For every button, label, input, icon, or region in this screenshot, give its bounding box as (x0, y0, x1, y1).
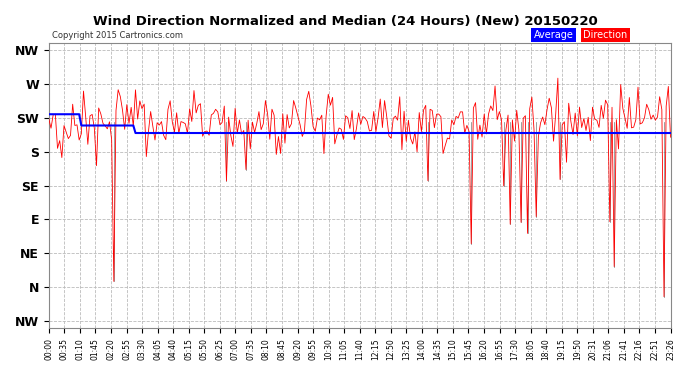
Text: Copyright 2015 Cartronics.com: Copyright 2015 Cartronics.com (52, 31, 183, 40)
Text: Wind Direction Normalized and Median (24 Hours) (New) 20150220: Wind Direction Normalized and Median (24… (92, 15, 598, 28)
Text: Direction: Direction (584, 30, 628, 40)
Text: Average: Average (534, 30, 573, 40)
